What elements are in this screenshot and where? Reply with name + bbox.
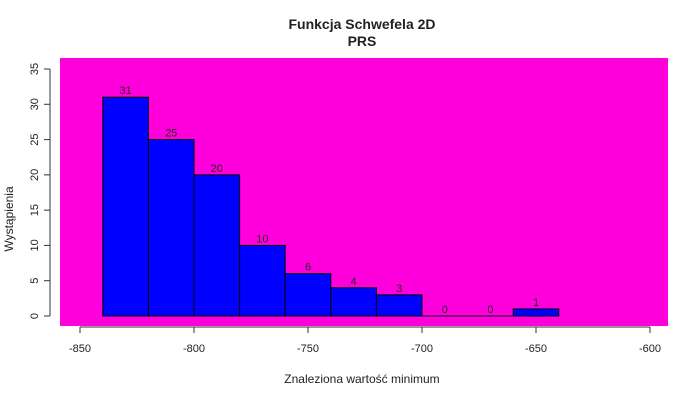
y-tick-label: 5 [29, 278, 41, 284]
bar-count-label: 0 [487, 304, 493, 316]
histogram-bar [284, 273, 332, 317]
y-tick-label: 35 [29, 63, 41, 75]
histogram-bar [102, 96, 149, 317]
x-tick-label: -700 [411, 343, 433, 355]
y-tick-label: 20 [29, 169, 41, 181]
x-axis: -850 -800 -750 -700 -650 -600 [69, 326, 661, 355]
bar-count-label: 4 [351, 276, 357, 288]
bar-count-label: 6 [305, 262, 311, 274]
bar-labels-group: 31 25 20 10 6 4 3 0 0 1 [119, 85, 539, 316]
bar-count-label: 10 [256, 233, 268, 245]
histogram-bar [512, 308, 560, 317]
x-tick-label: -650 [525, 343, 547, 355]
x-tick-label: -800 [183, 343, 205, 355]
bar-count-label: 3 [396, 283, 402, 295]
histogram-bar [330, 287, 377, 317]
bar-count-label: 1 [533, 297, 539, 309]
bar-count-label: 25 [165, 128, 177, 140]
x-axis-label: Znaleziona wartość minimum [284, 372, 439, 386]
histogram-bar [239, 244, 286, 317]
bar-count-label: 31 [119, 85, 131, 97]
chart-subtitle: PRS [348, 33, 377, 49]
x-tick-label: -850 [69, 343, 91, 355]
bars-group [102, 96, 560, 317]
histogram-bar [193, 174, 241, 317]
y-axis: 0 5 10 15 20 25 30 35 [29, 63, 51, 319]
y-tick-label: 0 [29, 313, 41, 319]
y-tick-label: 15 [29, 204, 41, 216]
bar-count-label: 0 [442, 304, 448, 316]
x-tick-label: -750 [297, 343, 319, 355]
bar-count-label: 20 [211, 163, 223, 175]
y-tick-label: 10 [29, 239, 41, 251]
y-tick-label: 30 [29, 98, 41, 110]
x-tick-label: -600 [639, 343, 661, 355]
histogram-bar [147, 139, 195, 317]
histogram-bar [375, 294, 423, 317]
y-axis-label: Wystąpienia [2, 186, 16, 252]
chart-title: Funkcja Schwefela 2D [288, 16, 435, 32]
y-tick-label: 25 [29, 133, 41, 145]
